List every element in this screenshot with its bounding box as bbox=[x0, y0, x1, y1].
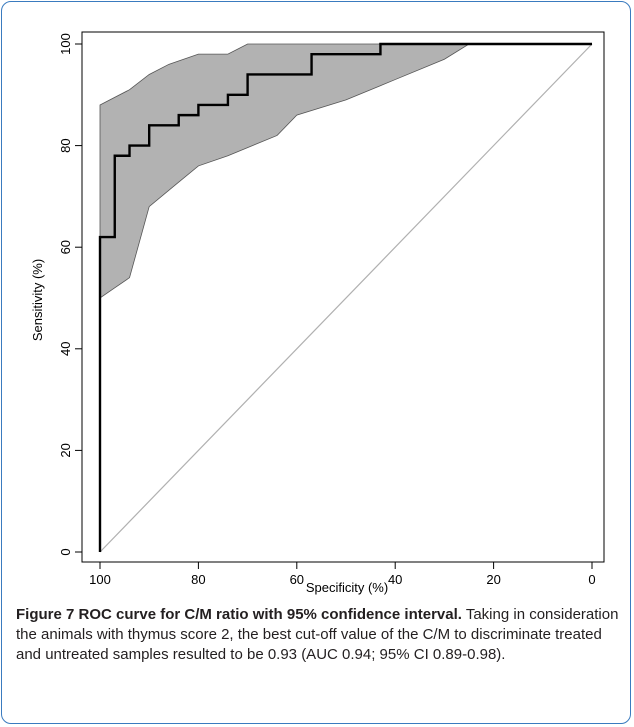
y-tick-label: 40 bbox=[58, 342, 73, 356]
caption-text: Taking in consideration the animals with… bbox=[16, 606, 619, 663]
y-axis-ticks: 0 20 40 60 80 100 bbox=[58, 33, 82, 556]
x-tick-label: 40 bbox=[388, 572, 402, 587]
y-axis-label: Sensitivity (%) bbox=[30, 259, 45, 341]
x-tick-label: 80 bbox=[191, 572, 205, 587]
roc-chart: 100 80 60 40 20 0 0 20 40 60 80 100 Specificity (%… bbox=[30, 31, 605, 595]
roc-curve-line bbox=[98, 42, 592, 552]
plot-area-box bbox=[81, 31, 605, 563]
x-tick-label: 20 bbox=[486, 572, 500, 587]
caption-title: Figure 7 ROC curve for C/M ratio with 95… bbox=[16, 606, 462, 623]
y-tick-label: 80 bbox=[58, 138, 73, 152]
x-tick-label: 0 bbox=[588, 572, 595, 587]
x-tick-label: 60 bbox=[290, 572, 304, 587]
figure-caption: Figure 7 ROC curve for C/M ratio with 95… bbox=[16, 605, 620, 665]
y-tick-label: 60 bbox=[58, 240, 73, 254]
x-axis-ticks: 100 80 60 40 20 0 bbox=[89, 562, 596, 587]
x-tick-label: 100 bbox=[89, 572, 111, 587]
confidence-band bbox=[99, 43, 592, 299]
y-tick-label: 0 bbox=[58, 548, 73, 555]
reference-diagonal bbox=[99, 43, 593, 553]
y-tick-label: 20 bbox=[58, 443, 73, 457]
y-tick-label: 100 bbox=[58, 33, 73, 55]
x-axis-label: Specificity (%) bbox=[306, 580, 388, 595]
